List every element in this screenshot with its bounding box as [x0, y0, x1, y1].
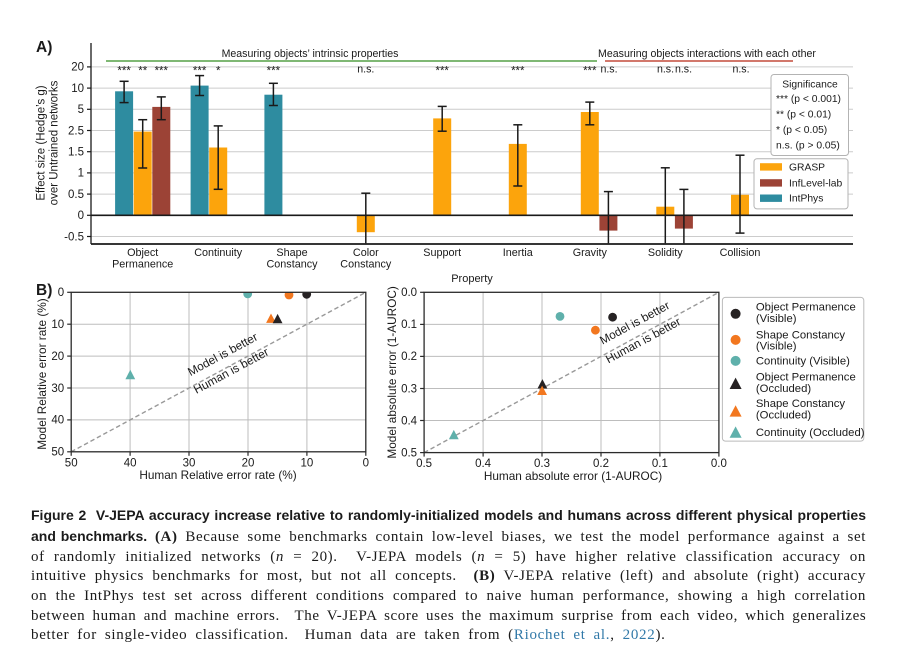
- svg-text:10: 10: [71, 83, 84, 95]
- svg-text:50: 50: [65, 457, 78, 469]
- svg-text:n.s.: n.s.: [357, 64, 374, 76]
- svg-text:Shape Constancy: Shape Constancy: [756, 398, 846, 410]
- svg-text:0.5: 0.5: [401, 447, 417, 459]
- svg-text:10: 10: [301, 457, 314, 469]
- svg-text:Measuring objects interactions: Measuring objects interactions with each…: [598, 48, 816, 60]
- svg-text:Color: Color: [353, 247, 379, 259]
- svg-text:***: ***: [193, 66, 207, 78]
- svg-text:-0.5: -0.5: [64, 231, 84, 243]
- svg-text:n.s.: n.s.: [600, 64, 617, 76]
- svg-text:***: ***: [267, 66, 281, 78]
- svg-text:10: 10: [51, 319, 64, 331]
- svg-text:Constancy: Constancy: [266, 259, 318, 271]
- svg-text:over Untrained networks: over Untrained networks: [49, 80, 61, 205]
- svg-text:0: 0: [363, 457, 369, 469]
- svg-text:A): A): [36, 39, 52, 56]
- svg-text:Object Permanence: Object Permanence: [756, 372, 856, 384]
- svg-text:0.5: 0.5: [416, 458, 432, 470]
- svg-text:Model absolute error (1-AUROC): Model absolute error (1-AUROC): [385, 286, 399, 458]
- svg-text:n.s. (p > 0.05): n.s. (p > 0.05): [776, 141, 840, 152]
- svg-text:5: 5: [78, 104, 84, 116]
- svg-text:Support: Support: [423, 247, 461, 259]
- svg-text:** (p < 0.01): ** (p < 0.01): [776, 110, 831, 121]
- svg-text:Continuity (Occluded): Continuity (Occluded): [756, 427, 865, 439]
- svg-text:InfLevel-lab: InfLevel-lab: [789, 178, 843, 189]
- svg-text:Inertia: Inertia: [503, 247, 533, 259]
- svg-text:(Visible): (Visible): [756, 341, 797, 353]
- svg-text:* (p < 0.05): * (p < 0.05): [776, 125, 827, 136]
- svg-text:30: 30: [183, 457, 196, 469]
- svg-text:***: ***: [155, 66, 169, 78]
- svg-text:1: 1: [78, 168, 84, 180]
- svg-text:Measuring objects’ intrinsic p: Measuring objects’ intrinsic properties: [222, 48, 399, 60]
- svg-text:0.4: 0.4: [475, 458, 492, 470]
- svg-text:Effect size (Hedge’s g): Effect size (Hedge’s g): [36, 85, 48, 200]
- svg-text:50: 50: [51, 447, 64, 459]
- svg-text:Human Relative error rate (%): Human Relative error rate (%): [139, 468, 296, 482]
- svg-text:Object: Object: [127, 247, 158, 259]
- svg-text:0.2: 0.2: [593, 458, 609, 470]
- svg-text:B): B): [36, 282, 52, 299]
- svg-text:0.1: 0.1: [652, 458, 668, 470]
- svg-text:*** (p < 0.001): *** (p < 0.001): [776, 94, 841, 105]
- svg-text:(Occluded): (Occluded): [756, 383, 811, 395]
- svg-text:***: ***: [435, 66, 449, 78]
- svg-text:GRASP: GRASP: [789, 162, 825, 173]
- svg-text:Significance: Significance: [782, 80, 838, 91]
- svg-text:0.4: 0.4: [401, 415, 418, 427]
- svg-text:0.5: 0.5: [68, 189, 84, 201]
- svg-text:(Visible): (Visible): [756, 313, 797, 325]
- svg-text:Human absolute error (1-AUROC): Human absolute error (1-AUROC): [484, 469, 662, 483]
- svg-text:Shape Constancy: Shape Constancy: [756, 329, 846, 341]
- svg-text:Property: Property: [451, 273, 493, 285]
- svg-text:0.3: 0.3: [534, 458, 550, 470]
- svg-text:40: 40: [51, 415, 64, 427]
- svg-text:0.0: 0.0: [401, 287, 417, 299]
- svg-text:30: 30: [51, 383, 64, 395]
- svg-text:IntPhys: IntPhys: [789, 194, 823, 205]
- svg-text:0: 0: [78, 210, 84, 222]
- svg-text:*: *: [216, 66, 221, 78]
- svg-text:2.5: 2.5: [68, 125, 84, 137]
- svg-text:Collision: Collision: [720, 247, 761, 259]
- svg-text:0.0: 0.0: [711, 458, 727, 470]
- svg-text:n.s.: n.s.: [675, 64, 692, 76]
- svg-text:20: 20: [242, 457, 255, 469]
- svg-text:**: **: [138, 66, 147, 78]
- svg-text:n.s.: n.s.: [657, 64, 674, 76]
- svg-text:Model Relative error rate (%): Model Relative error rate (%): [35, 298, 49, 450]
- svg-text:0.2: 0.2: [401, 351, 417, 363]
- svg-text:Object Permanence: Object Permanence: [756, 301, 856, 313]
- svg-text:20: 20: [51, 351, 64, 363]
- svg-text:Gravity: Gravity: [573, 247, 608, 259]
- svg-text:***: ***: [511, 66, 525, 78]
- svg-text:Permanence: Permanence: [112, 259, 173, 271]
- svg-text:0.3: 0.3: [401, 383, 417, 395]
- svg-text:Constancy: Constancy: [340, 259, 392, 271]
- svg-text:(Occluded): (Occluded): [756, 410, 811, 422]
- svg-text:1.5: 1.5: [68, 147, 84, 159]
- svg-text:Continuity: Continuity: [194, 247, 243, 259]
- svg-text:40: 40: [124, 457, 137, 469]
- svg-text:0.1: 0.1: [401, 319, 417, 331]
- svg-text:Continuity (Visible): Continuity (Visible): [756, 356, 850, 368]
- svg-text:Solidity: Solidity: [648, 247, 683, 259]
- svg-text:20: 20: [71, 62, 84, 74]
- svg-text:n.s.: n.s.: [732, 64, 749, 76]
- svg-text:***: ***: [583, 66, 597, 78]
- svg-text:0: 0: [58, 287, 64, 299]
- svg-text:***: ***: [117, 66, 131, 78]
- svg-text:Shape: Shape: [276, 247, 307, 259]
